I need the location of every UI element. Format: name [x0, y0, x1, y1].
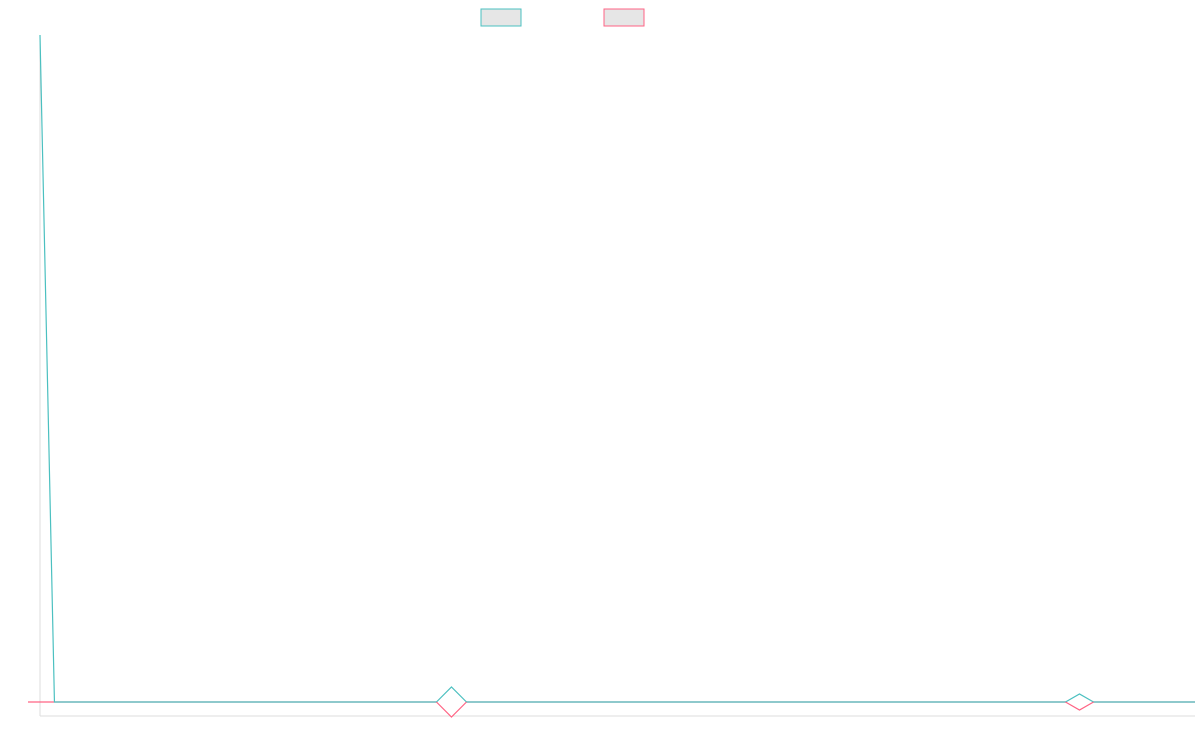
series-layer — [28, 34, 1195, 718]
legend — [480, 8, 645, 27]
series-2-point-marker-1 — [436, 701, 467, 718]
legend-swatch-2[interactable] — [603, 8, 645, 27]
series-1-point-marker-1 — [436, 686, 467, 703]
series-1-line — [39, 34, 1195, 703]
series-2-point-marker-2 — [1065, 701, 1094, 711]
legend-swatch-1[interactable] — [480, 8, 522, 27]
axes — [39, 35, 1195, 717]
series-1-point-marker-2 — [1065, 693, 1094, 703]
